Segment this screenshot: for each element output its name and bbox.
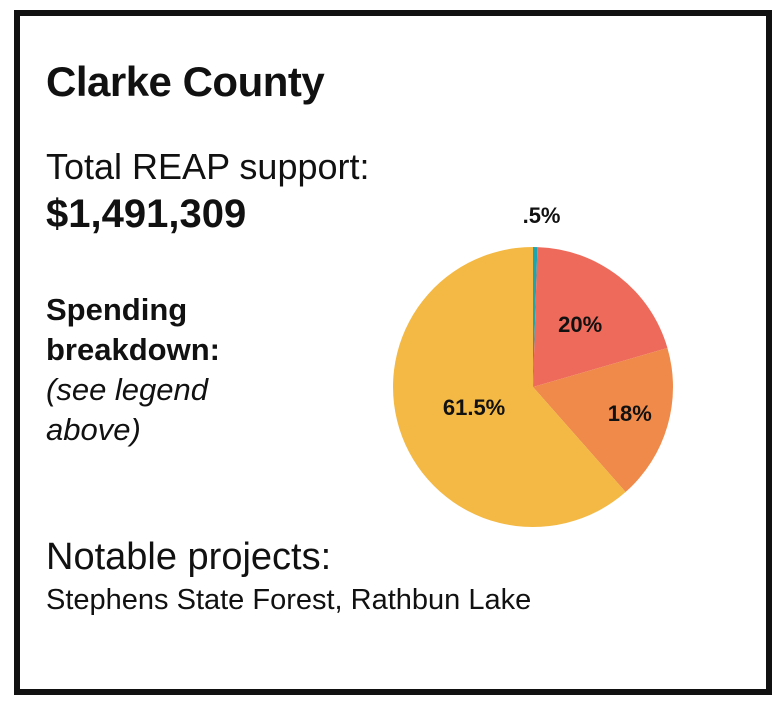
pie-chart: .5% 20% 18% 61.5% <box>393 203 673 527</box>
pie-slice <box>533 247 538 387</box>
pie-slice <box>533 247 668 387</box>
support-value: $1,491,309 <box>46 192 247 236</box>
support-label: Total REAP support: <box>46 146 370 187</box>
spending-heading: Spending breakdown: <box>46 292 220 367</box>
pie-slice-label: 61.5% <box>443 395 505 420</box>
pie-slice <box>533 347 673 493</box>
projects-heading: Notable projects: <box>46 536 332 578</box>
pie-slice-label: 18% <box>608 401 652 426</box>
pie-slice-label: 20% <box>558 312 602 337</box>
pie-slice <box>393 247 626 527</box>
spending-note: (see legend above) <box>46 372 209 447</box>
projects-list: Stephens State Forest, Rathbun Lake <box>46 584 532 616</box>
county-title: Clarke County <box>46 58 325 105</box>
pie-slice-label: .5% <box>523 203 561 228</box>
county-card: Clarke County Total REAP support: $1,491… <box>14 10 772 695</box>
